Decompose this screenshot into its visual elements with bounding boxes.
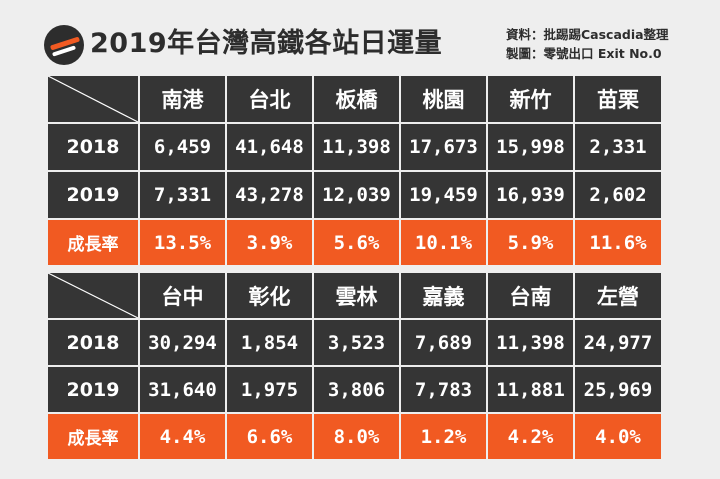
- header: 2019年台灣高鐵各站日運量 資料：批踢踢Cascadia整理 製圖：零號出口 …: [0, 0, 720, 72]
- station-header: 彰化: [227, 273, 312, 318]
- ridership-value-cell: 31,640: [140, 367, 225, 412]
- growth-rate-cell: 13.5%: [140, 220, 225, 265]
- station-header: 板橋: [314, 76, 399, 122]
- station-header: 桃園: [401, 76, 486, 122]
- exit-no0-logo-icon: [44, 25, 84, 65]
- growth-rate-cell: 11.6%: [575, 220, 661, 265]
- ridership-value-cell: 25,969: [575, 367, 661, 412]
- ridership-value-cell: 7,331: [140, 172, 225, 218]
- credits: 資料：批踢踢Cascadia整理 製圖：零號出口 Exit No.0: [506, 25, 669, 63]
- growth-rate-label: 成長率: [48, 220, 138, 265]
- ridership-value-cell: 11,398: [314, 124, 399, 170]
- growth-rate-cell: 8.0%: [314, 414, 399, 459]
- station-header: 台中: [140, 273, 225, 318]
- growth-rate-cell: 4.0%: [575, 414, 661, 459]
- year-label: 2018: [48, 320, 138, 365]
- ridership-value-cell: 30,294: [140, 320, 225, 365]
- ridership-value-cell: 2,602: [575, 172, 661, 218]
- chart-title: 2019年台灣高鐵各站日運量: [90, 28, 443, 59]
- year-label: 2018: [48, 124, 138, 170]
- station-header: 南港: [140, 76, 225, 122]
- ridership-value-cell: 17,673: [401, 124, 486, 170]
- ridership-value-cell: 11,398: [488, 320, 573, 365]
- ridership-value-cell: 43,278: [227, 172, 312, 218]
- ridership-value-cell: 16,939: [488, 172, 573, 218]
- ridership-value-cell: 6,459: [140, 124, 225, 170]
- ridership-value-cell: 1,975: [227, 367, 312, 412]
- ridership-value-cell: 7,689: [401, 320, 486, 365]
- table-corner-cell: [48, 273, 138, 318]
- station-header: 左營: [575, 273, 661, 318]
- source-credit: 資料：批踢踢Cascadia整理: [506, 27, 669, 42]
- station-header: 台南: [488, 273, 573, 318]
- year-label: 2019: [48, 367, 138, 412]
- growth-rate-cell: 3.9%: [227, 220, 312, 265]
- growth-rate-cell: 6.6%: [227, 414, 312, 459]
- growth-rate-cell: 1.2%: [401, 414, 486, 459]
- ridership-value-cell: 11,881: [488, 367, 573, 412]
- year-label: 2019: [48, 172, 138, 218]
- ridership-value-cell: 3,806: [314, 367, 399, 412]
- maker-credit: 製圖：零號出口 Exit No.0: [506, 46, 662, 61]
- station-header: 苗栗: [575, 76, 661, 122]
- growth-rate-cell: 10.1%: [401, 220, 486, 265]
- station-header: 台北: [227, 76, 312, 122]
- ridership-value-cell: 2,331: [575, 124, 661, 170]
- station-header: 新竹: [488, 76, 573, 122]
- ridership-value-cell: 19,459: [401, 172, 486, 218]
- ridership-value-cell: 24,977: [575, 320, 661, 365]
- ridership-value-cell: 41,648: [227, 124, 312, 170]
- ridership-value-cell: 15,998: [488, 124, 573, 170]
- ridership-value-cell: 12,039: [314, 172, 399, 218]
- growth-rate-cell: 4.4%: [140, 414, 225, 459]
- growth-rate-cell: 5.9%: [488, 220, 573, 265]
- station-header: 嘉義: [401, 273, 486, 318]
- ridership-table-north: 南港 台北 板橋 桃園 新竹 苗栗 2018 6,459 41,648 11,398 17,673 1…: [48, 76, 673, 265]
- growth-rate-label: 成長率: [48, 414, 138, 459]
- ridership-value-cell: 7,783: [401, 367, 486, 412]
- ridership-table-south: 台中 彰化 雲林 嘉義 台南 左營 2018 30,294 1,854 3,523 7,689 11,…: [48, 273, 673, 459]
- ridership-value-cell: 3,523: [314, 320, 399, 365]
- growth-rate-cell: 5.6%: [314, 220, 399, 265]
- station-header: 雲林: [314, 273, 399, 318]
- growth-rate-cell: 4.2%: [488, 414, 573, 459]
- ridership-value-cell: 1,854: [227, 320, 312, 365]
- table-corner-cell: [48, 76, 138, 122]
